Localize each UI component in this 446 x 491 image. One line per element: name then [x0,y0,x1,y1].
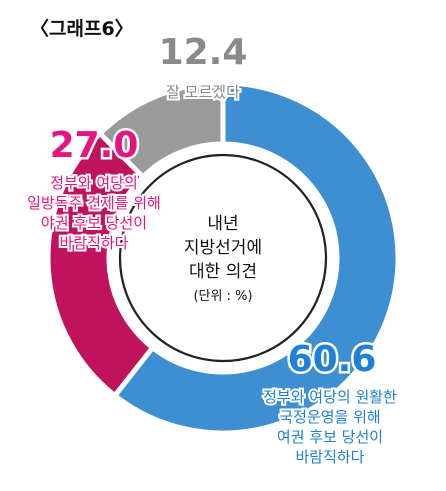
slice-2-label-line-4: 바람직하다 [59,234,128,252]
unit-label: (단위 : %) [193,289,252,304]
donut-slice-2 [45,129,157,400]
value-label-slice-3: 12.4 [159,32,248,73]
donut-slices [45,80,401,436]
center-label-line-2: 지방선거에 [184,238,262,258]
center-label-line-1: 내년 [207,214,238,234]
figure-label: 〈그래프6〉 [30,18,134,40]
slice-2-label-line-1: 정부와 여당의 [50,174,138,192]
value-label-slice-2: 27.0 [50,125,139,166]
slice-2-label-line-3: 야권 후보 당선이 [41,214,147,232]
inner-ring-outline [118,153,328,363]
donut-slice-3 [96,80,226,181]
slice-1-label-line-3: 여권 후보 당선이 [277,428,383,446]
slice-3-label-line-1: 잘 모르겠다 [166,83,240,101]
slice-1-label-line-4: 바람직하다 [295,448,364,466]
donut-slice-1 [111,80,401,436]
center-label-line-3: 대한 의견 [189,262,257,282]
slice-1-label-line-2: 국정운영을 위해 [279,408,380,426]
slice-1-label-line-1: 정부와 여당의 원활한 [263,388,397,406]
slice-2-label-line-2: 일방독주 견제를 위해 [27,194,161,212]
value-label-slice-1: 60.6 [288,339,377,380]
